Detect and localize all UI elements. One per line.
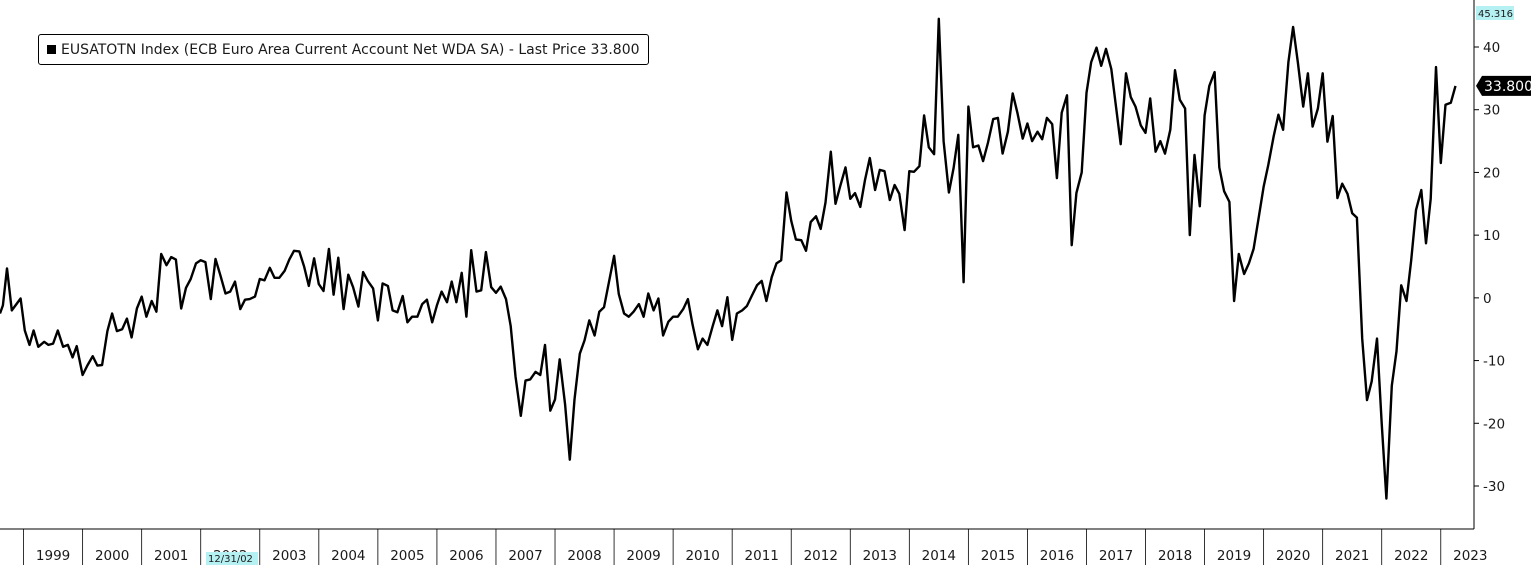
y-tick-label: 10 bbox=[1483, 228, 1500, 244]
legend-text: EUSATOTN Index (ECB Euro Area Current Ac… bbox=[61, 41, 640, 58]
max-value-label: 45.316 bbox=[1478, 9, 1513, 20]
series-line-eusatotn bbox=[0, 17, 1457, 500]
y-tick-label: -20 bbox=[1483, 416, 1505, 432]
legend-swatch bbox=[47, 45, 56, 54]
x-tick-label: 2020 bbox=[1276, 548, 1310, 564]
y-tick-label: -30 bbox=[1483, 479, 1505, 495]
x-tick-label: 2023 bbox=[1453, 548, 1487, 564]
x-tick-label: 2000 bbox=[95, 548, 129, 564]
max-value-tag: 45.316 bbox=[1476, 6, 1514, 20]
x-tick-label: 2006 bbox=[449, 548, 483, 564]
y-tick-label: 30 bbox=[1483, 103, 1500, 119]
x-tick-label: 2019 bbox=[1217, 548, 1251, 564]
y-tick-label: 0 bbox=[1483, 291, 1492, 307]
x-tick-label: 2013 bbox=[863, 548, 897, 564]
x-tick-label: 2008 bbox=[567, 548, 601, 564]
x-tick-label: 2021 bbox=[1335, 548, 1369, 564]
legend: EUSATOTN Index (ECB Euro Area Current Ac… bbox=[38, 34, 649, 65]
x-tick-label: 2022 bbox=[1394, 548, 1428, 564]
date-marker-label: 12/31/02 bbox=[208, 554, 253, 565]
x-tick-label: 2016 bbox=[1040, 548, 1074, 564]
x-tick-label: 2017 bbox=[1099, 548, 1133, 564]
x-tick-label: 2015 bbox=[981, 548, 1015, 564]
x-tick-label: 1999 bbox=[36, 548, 70, 564]
x-tick-label: 2012 bbox=[804, 548, 838, 564]
last-price-tag: 33.800 bbox=[1476, 75, 1531, 96]
x-tick-label: 2005 bbox=[390, 548, 424, 564]
last-price-label: 33.800 bbox=[1484, 79, 1531, 95]
y-tick-label: 20 bbox=[1483, 165, 1500, 181]
x-tick-label: 2009 bbox=[626, 548, 660, 564]
x-tick-label: 2007 bbox=[508, 548, 542, 564]
x-tick-label: 2018 bbox=[1158, 548, 1192, 564]
x-tick-label: 2010 bbox=[685, 548, 719, 564]
date-marker: 12/31/02 bbox=[206, 552, 258, 565]
y-tick-label: 40 bbox=[1483, 40, 1500, 56]
x-tick-label: 2004 bbox=[331, 548, 365, 564]
x-tick-label: 2014 bbox=[922, 548, 956, 564]
y-tick-label: -10 bbox=[1483, 354, 1505, 370]
x-tick-label: 2003 bbox=[272, 548, 306, 564]
x-tick-label: 2001 bbox=[154, 548, 188, 564]
x-tick-label: 2011 bbox=[745, 548, 779, 564]
y-axis-ticks: 40 30 20 10 0 -10 -20 -30 bbox=[1474, 40, 1505, 495]
